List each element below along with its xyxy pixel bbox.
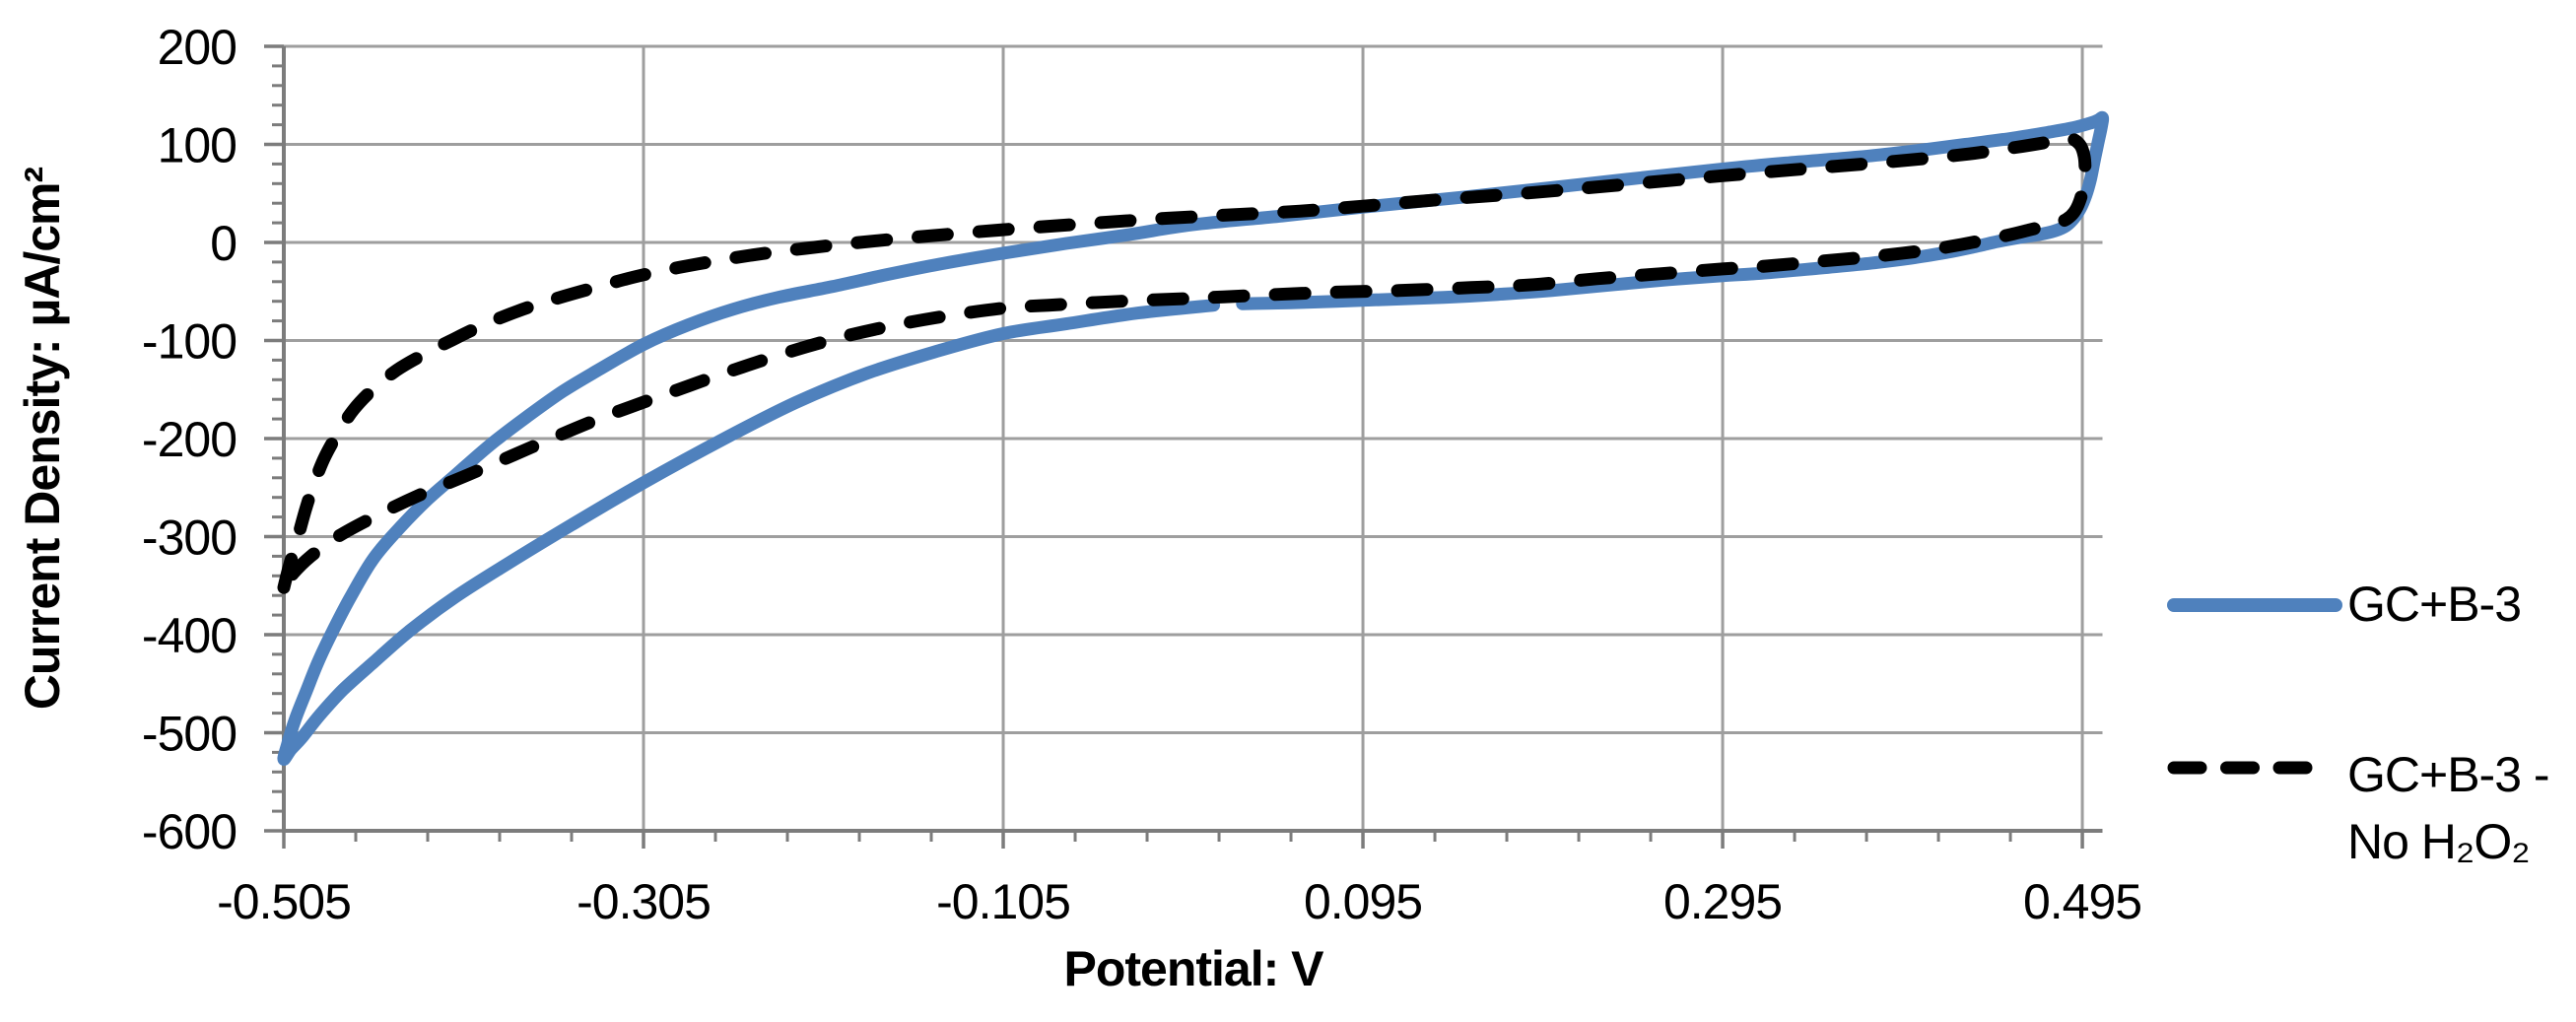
y-tick-label: -100 [142, 314, 237, 370]
legend-line-samples [2167, 598, 2342, 775]
tick-marks [264, 44, 2084, 849]
y-tick-label: -300 [142, 511, 237, 566]
x-tick-label: -0.505 [217, 874, 351, 929]
y-tick-label: -200 [142, 412, 237, 467]
y-axis-title: Current Density: µA/cm² [15, 167, 70, 711]
legend-label-gc-b3-no-h2o2: GC+B-3 - No H₂O₂ [2347, 747, 2550, 869]
y-tick-label: 200 [158, 20, 237, 75]
legend-label-gc-b3: GC+B-3 [2347, 577, 2522, 632]
y-tick-label: -500 [142, 707, 237, 762]
x-tick-label: 0.295 [1663, 874, 1782, 929]
series-line-1 [277, 131, 2092, 594]
x-tick-label: -0.105 [936, 874, 1070, 929]
x-tick-label: 0.495 [2023, 874, 2141, 929]
y-tick-label: -600 [142, 804, 237, 859]
y-tick-label: 0 [210, 216, 237, 271]
tick-labels: 200 100 0 -100 -200 -300 -400 -500 -600 -0.505 -0.… [142, 20, 2142, 929]
data-series [277, 110, 2110, 766]
x-tick-label: -0.305 [576, 874, 711, 929]
x-tick-label: 0.095 [1304, 874, 1422, 929]
y-tick-label: 100 [158, 118, 237, 173]
x-axis-title: Potential: V [1063, 941, 1323, 996]
gridlines [282, 44, 2103, 833]
y-tick-label: -400 [142, 608, 237, 663]
